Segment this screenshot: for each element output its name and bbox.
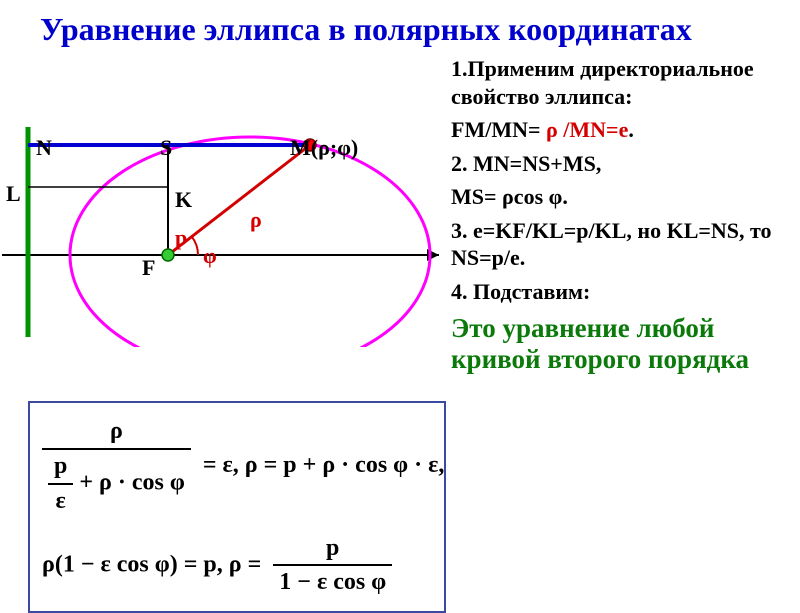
- p2-suffix: .: [628, 117, 634, 142]
- eq-line-2: ρ(1 − ε cos φ) = p, ρ = p 1 − ε cos φ: [42, 534, 432, 598]
- right-column: 1.Применим директориальное свойство элли…: [445, 53, 800, 381]
- ellipse-diagram: N S M(ρ;φ) L K p F ρ φ: [0, 57, 445, 347]
- left-column: N S M(ρ;φ) L K p F ρ φ ρ p ε +: [0, 53, 445, 381]
- eq-line-1: ρ p ε + ρ · cos φ = ε, ρ = p + ρ · cos φ…: [42, 417, 432, 515]
- text-p2: FM/MN= ρ /MN=e.: [451, 116, 794, 144]
- formula-box: ρ p ε + ρ · cos φ = ε, ρ = p + ρ · cos φ…: [28, 401, 446, 613]
- text-p4: MS= ρcos φ.: [451, 183, 794, 211]
- eq1-rhs: = ε, ρ = p + ρ · cos φ · ε,: [203, 452, 445, 478]
- text-p3: 2. MN=NS+MS,: [451, 150, 794, 178]
- label-F: F: [142, 255, 155, 281]
- diagram-svg: [0, 57, 445, 347]
- label-p: p: [175, 225, 187, 251]
- eq2-frac-num: p: [273, 534, 392, 567]
- p2-prefix: FM/MN=: [451, 117, 546, 142]
- inner-frac-den: ε: [48, 485, 73, 516]
- den-suffix: + ρ · cos φ: [79, 469, 185, 495]
- eq2-frac-den: 1 − ε cos φ: [273, 566, 392, 597]
- content-row: N S M(ρ;φ) L K p F ρ φ ρ p ε +: [0, 53, 800, 381]
- label-K: K: [175, 187, 192, 213]
- text-p5: 3. e=KF/KL=p/KL, но KL=NS, то NS=p/e.: [451, 217, 794, 272]
- label-rho: ρ: [250, 207, 262, 233]
- label-N: N: [36, 135, 52, 161]
- inner-frac-num: p: [48, 452, 73, 485]
- label-L: L: [6, 181, 21, 207]
- inner-fraction: p ε: [48, 452, 73, 516]
- label-phi: φ: [203, 243, 217, 269]
- big-frac-den: p ε + ρ · cos φ: [42, 450, 191, 516]
- big-fraction: ρ p ε + ρ · cos φ: [42, 417, 191, 515]
- page-title: Уравнение эллипса в полярных координатах: [0, 0, 800, 53]
- eq2-fraction: p 1 − ε cos φ: [273, 534, 392, 598]
- eq2-lhs: ρ(1 − ε cos φ) = p, ρ =: [42, 551, 261, 577]
- big-frac-num: ρ: [42, 417, 191, 450]
- label-S: S: [160, 135, 172, 161]
- p2-red: ρ /MN=e: [546, 117, 628, 142]
- label-M: M(ρ;φ): [290, 135, 358, 161]
- text-p1: 1.Применим директориальное свойство элли…: [451, 55, 794, 110]
- conclusion-text: Это уравнение любой кривой второго поряд…: [451, 313, 794, 375]
- text-p6: 4. Подставим:: [451, 278, 794, 306]
